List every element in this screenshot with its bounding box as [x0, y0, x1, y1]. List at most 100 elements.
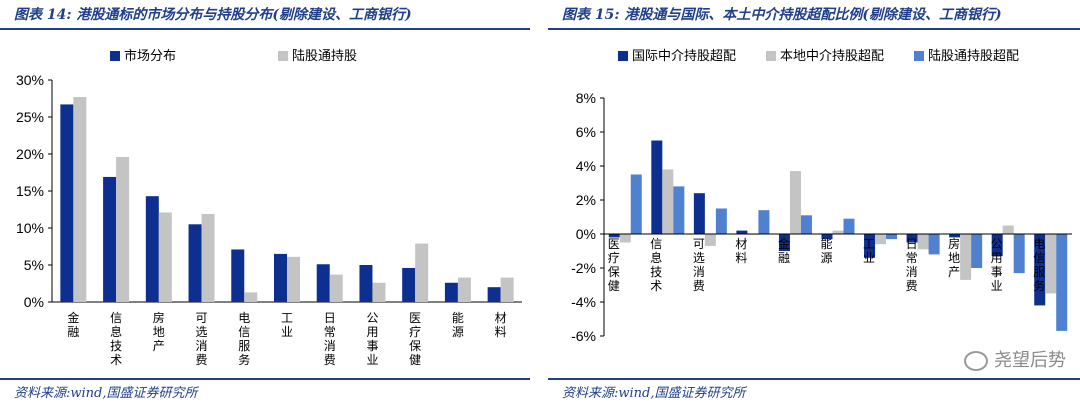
- category-char: 务: [1033, 278, 1045, 293]
- bar: [73, 97, 87, 303]
- right-chart-title: 图表 15: 港股通与国际、本土中介持股超配比例(剔除建设、工商银行): [562, 7, 1002, 23]
- bar: [715, 208, 727, 234]
- bar: [287, 256, 300, 302]
- category-char: 信: [238, 325, 250, 339]
- legend-swatch: [278, 51, 288, 61]
- category-char: 地: [153, 325, 165, 339]
- category-char: 费: [324, 353, 336, 367]
- category-char: 消: [196, 339, 208, 353]
- category-label: 金融: [67, 310, 79, 339]
- category-char: 能: [820, 237, 832, 251]
- legend-swatch: [914, 51, 924, 61]
- category-char: 息: [650, 250, 662, 265]
- bar: [60, 104, 74, 302]
- category-char: 技: [110, 339, 122, 353]
- bar: [971, 234, 983, 268]
- category-char: 技: [650, 265, 662, 279]
- y-tick-label: 15%: [16, 183, 44, 199]
- left-source-rule: [0, 378, 530, 380]
- category-char: 日: [324, 311, 336, 325]
- bar: [673, 186, 685, 234]
- category-char: 能: [452, 311, 464, 325]
- category-char: 保: [608, 265, 620, 279]
- category-char: 源: [452, 325, 464, 339]
- category-label: 工业: [863, 237, 875, 265]
- category-label: 能源: [820, 237, 832, 265]
- category-char: 常: [906, 251, 918, 265]
- bar: [116, 156, 130, 302]
- bar: [145, 196, 159, 302]
- category-char: 消: [906, 265, 918, 279]
- bar: [608, 234, 620, 238]
- category-char: 医: [608, 237, 620, 251]
- category-char: 地: [948, 251, 960, 265]
- category-char: 材: [495, 311, 507, 325]
- watermark: 尧望后势: [964, 346, 1066, 372]
- bar: [201, 213, 215, 302]
- bar: [1013, 234, 1025, 274]
- y-tick-label: 25%: [16, 109, 44, 125]
- y-tick-label: -4%: [571, 294, 596, 310]
- category-char: 可: [693, 237, 705, 251]
- category-char: 信: [1033, 251, 1045, 265]
- y-tick-label: 6%: [576, 124, 596, 140]
- category-char: 健: [608, 279, 620, 293]
- y-tick-label: 10%: [16, 220, 44, 236]
- category-label: 能源: [452, 311, 464, 339]
- left-source: 资料来源:wind,国盛证券研究所: [14, 386, 198, 401]
- bar: [500, 277, 514, 302]
- legend-swatch: [110, 51, 120, 61]
- y-tick-label: -2%: [571, 260, 596, 276]
- category-char: 金: [67, 310, 79, 325]
- y-tick-label: 0%: [576, 226, 596, 242]
- legend-swatch: [766, 51, 776, 61]
- bar: [917, 234, 929, 250]
- bar: [372, 282, 386, 302]
- legend-label: 陆股通持股: [292, 48, 357, 64]
- category-char: 保: [409, 339, 421, 353]
- left-chart-title: 图表 14: 港股通标的市场分布与持股分布(剔除建设、工商银行): [14, 7, 412, 23]
- category-char: 疗: [608, 251, 620, 265]
- category-char: 房: [948, 236, 960, 251]
- category-char: 事: [366, 339, 378, 353]
- category-char: 日: [906, 237, 918, 251]
- bar: [693, 193, 705, 234]
- bar: [457, 277, 471, 302]
- bar: [789, 171, 801, 234]
- bar: [960, 234, 972, 280]
- bar: [1045, 234, 1057, 294]
- bar: [800, 215, 812, 234]
- category-char: 服: [1033, 265, 1045, 279]
- category-char: 健: [409, 353, 421, 367]
- bar: [821, 234, 833, 240]
- category-char: 常: [324, 325, 336, 339]
- bar: [864, 234, 876, 258]
- bar: [103, 176, 117, 302]
- category-label: 材料: [735, 237, 747, 265]
- bar: [736, 230, 748, 234]
- bar: [843, 218, 855, 234]
- bar: [188, 224, 202, 302]
- category-char: 融: [778, 251, 790, 265]
- category-char: 产: [153, 339, 165, 353]
- y-tick-label: 2%: [576, 192, 596, 208]
- category-label: 金融: [778, 236, 790, 265]
- category-char: 公: [366, 311, 378, 325]
- category-char: 费: [906, 279, 918, 293]
- category-char: 消: [693, 265, 705, 279]
- overweight-ratio-chart: -6%-4%-2%0%2%4%6%8%医疗保健信息技术可选消费材料金融能源工业日…: [571, 48, 1072, 344]
- category-char: 医: [409, 311, 421, 325]
- category-label: 房地产: [948, 236, 960, 279]
- y-tick-label: 5%: [24, 257, 44, 273]
- bar: [244, 292, 258, 302]
- category-char: 工: [863, 237, 875, 251]
- bar: [662, 169, 674, 234]
- bar: [906, 234, 918, 243]
- category-char: 选: [693, 251, 705, 265]
- bar: [402, 267, 416, 302]
- category-char: 业: [863, 251, 875, 265]
- category-char: 用: [366, 325, 378, 339]
